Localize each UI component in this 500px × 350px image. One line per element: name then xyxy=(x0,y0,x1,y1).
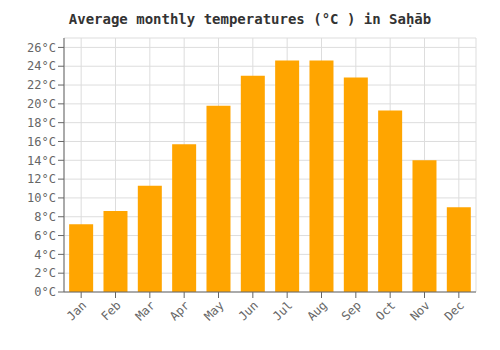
svg-text:Mar: Mar xyxy=(133,298,158,323)
svg-text:Dec: Dec xyxy=(442,298,467,323)
svg-text:Jan: Jan xyxy=(64,298,89,323)
svg-text:Oct: Oct xyxy=(373,298,398,323)
svg-text:24°C: 24°C xyxy=(27,59,56,73)
svg-text:Nov: Nov xyxy=(407,298,432,323)
svg-text:20°C: 20°C xyxy=(27,97,56,111)
svg-text:18°C: 18°C xyxy=(27,116,56,130)
svg-text:0°C: 0°C xyxy=(34,285,56,299)
svg-text:Aug: Aug xyxy=(304,298,329,323)
svg-text:Jun: Jun xyxy=(236,298,261,323)
svg-text:16°C: 16°C xyxy=(27,135,56,149)
svg-text:Apr: Apr xyxy=(167,298,192,323)
svg-text:12°C: 12°C xyxy=(27,172,56,186)
svg-text:4°C: 4°C xyxy=(34,248,56,262)
svg-text:26°C: 26°C xyxy=(27,41,56,55)
svg-text:Jul: Jul xyxy=(270,298,295,323)
svg-text:8°C: 8°C xyxy=(34,210,56,224)
svg-text:22°C: 22°C xyxy=(27,78,56,92)
svg-text:May: May xyxy=(201,298,226,323)
svg-text:Sep: Sep xyxy=(339,298,364,323)
svg-text:2°C: 2°C xyxy=(34,266,56,280)
html-text:Average monthly temperatures (: Average monthly temperatures (°C ) in Sa… xyxy=(68,11,432,27)
svg-text:6°C: 6°C xyxy=(34,229,56,243)
svg-text:10°C: 10°C xyxy=(27,191,56,205)
svg-text:14°C: 14°C xyxy=(27,154,56,168)
svg-text:Feb: Feb xyxy=(98,298,123,323)
